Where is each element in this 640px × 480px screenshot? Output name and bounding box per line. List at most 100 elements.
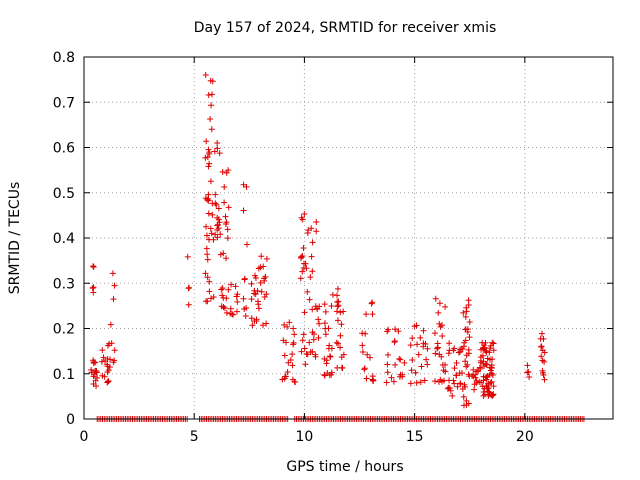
data-point: [202, 71, 209, 78]
data-point: [538, 330, 545, 337]
data-point: [328, 371, 335, 378]
y-tick-label: 0.4: [53, 231, 75, 247]
data-point: [281, 321, 288, 328]
data-point: [307, 274, 314, 281]
data-point: [221, 183, 228, 190]
data-point: [202, 195, 209, 202]
data-point: [221, 199, 228, 206]
data-point: [307, 349, 314, 356]
data-point: [486, 356, 493, 363]
axis-ticks: [83, 56, 613, 420]
data-point: [258, 288, 265, 295]
data-point: [487, 379, 494, 386]
data-point: [435, 309, 442, 316]
data-point: [88, 369, 95, 376]
data-point: [385, 351, 392, 358]
data-point: [366, 354, 373, 361]
data-point: [359, 330, 366, 337]
data-point: [213, 201, 220, 208]
data-point: [287, 356, 294, 363]
data-point: [90, 360, 97, 367]
data-point: [337, 332, 344, 339]
data-point: [310, 336, 317, 343]
data-point: [432, 378, 439, 385]
data-point: [541, 376, 548, 383]
data-point: [257, 264, 264, 271]
data-point: [488, 362, 495, 369]
data-point: [463, 304, 470, 311]
data-point: [321, 301, 328, 308]
data-point: [473, 379, 480, 386]
data-point: [104, 379, 111, 386]
data-point: [364, 351, 371, 358]
y-tick-label: 0.5: [53, 186, 75, 202]
data-point: [312, 351, 319, 358]
data-point: [362, 330, 369, 337]
data-point: [302, 361, 309, 368]
data-point: [93, 383, 100, 390]
data-point: [98, 358, 105, 365]
data-point: [417, 379, 424, 386]
data-point: [212, 191, 219, 198]
data-point: [186, 284, 193, 291]
x-tick-label: 5: [190, 429, 199, 445]
data-point: [463, 363, 470, 370]
data-point: [206, 278, 213, 285]
data-point: [383, 379, 390, 386]
data-point: [390, 378, 397, 385]
data-point: [473, 368, 480, 375]
data-point: [442, 303, 449, 310]
data-point: [328, 303, 335, 310]
data-point: [290, 325, 297, 332]
data-point: [450, 347, 457, 354]
data-point: [490, 391, 497, 398]
data-point: [304, 288, 311, 295]
data-point: [233, 293, 240, 300]
data-point: [322, 308, 329, 315]
y-tick-label: 0.3: [53, 276, 75, 292]
data-point: [487, 342, 494, 349]
data-point: [282, 339, 289, 346]
data-point: [261, 275, 268, 282]
data-point: [401, 359, 408, 366]
data-point: [300, 244, 307, 251]
data-point: [338, 354, 345, 361]
data-point: [99, 372, 106, 379]
data-point: [299, 337, 306, 344]
data-points: [88, 71, 587, 422]
data-point: [221, 305, 228, 312]
data-point: [291, 378, 298, 385]
data-point: [420, 340, 427, 347]
data-point: [407, 380, 414, 387]
data-point: [451, 380, 458, 387]
data-point: [225, 204, 232, 211]
data-point: [300, 331, 307, 338]
data-point: [363, 311, 370, 318]
data-point: [413, 379, 420, 386]
data-point: [424, 361, 431, 368]
data-point: [472, 371, 479, 378]
data-point: [451, 365, 458, 372]
data-point: [204, 251, 211, 258]
x-tick-label: 10: [296, 429, 314, 445]
data-point: [440, 377, 447, 384]
data-point: [301, 345, 308, 352]
data-point: [205, 210, 212, 217]
data-point: [227, 310, 234, 317]
data-point: [290, 339, 297, 346]
data-point: [486, 371, 493, 378]
y-tick-label: 0: [66, 412, 75, 428]
data-point: [207, 178, 214, 185]
data-point: [338, 364, 345, 371]
data-point: [313, 218, 320, 225]
data-point: [209, 211, 216, 218]
data-point: [308, 225, 315, 232]
data-point: [333, 308, 340, 315]
data-point: [248, 296, 255, 303]
data-point: [431, 330, 438, 337]
grid: [84, 57, 613, 419]
data-point: [240, 207, 247, 214]
data-point: [224, 226, 231, 233]
data-point: [461, 339, 468, 346]
